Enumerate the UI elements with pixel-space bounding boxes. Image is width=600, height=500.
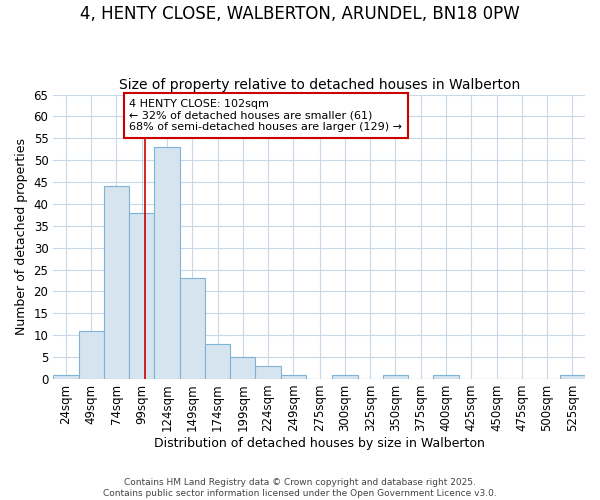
Bar <box>179 278 205 379</box>
Text: Contains HM Land Registry data © Crown copyright and database right 2025.
Contai: Contains HM Land Registry data © Crown c… <box>103 478 497 498</box>
Bar <box>256 366 281 379</box>
Text: 4, HENTY CLOSE, WALBERTON, ARUNDEL, BN18 0PW: 4, HENTY CLOSE, WALBERTON, ARUNDEL, BN18… <box>80 5 520 23</box>
Title: Size of property relative to detached houses in Walberton: Size of property relative to detached ho… <box>119 78 520 92</box>
Y-axis label: Number of detached properties: Number of detached properties <box>15 138 28 336</box>
X-axis label: Distribution of detached houses by size in Walberton: Distribution of detached houses by size … <box>154 437 485 450</box>
Bar <box>560 374 585 379</box>
Bar <box>230 357 256 379</box>
Text: 4 HENTY CLOSE: 102sqm
← 32% of detached houses are smaller (61)
68% of semi-deta: 4 HENTY CLOSE: 102sqm ← 32% of detached … <box>129 99 402 132</box>
Bar <box>154 147 179 379</box>
Bar <box>433 374 458 379</box>
Bar <box>79 331 104 379</box>
Bar <box>383 374 408 379</box>
Bar <box>332 374 358 379</box>
Bar <box>205 344 230 379</box>
Bar <box>129 212 154 379</box>
Bar <box>104 186 129 379</box>
Bar <box>53 374 79 379</box>
Bar <box>281 374 306 379</box>
